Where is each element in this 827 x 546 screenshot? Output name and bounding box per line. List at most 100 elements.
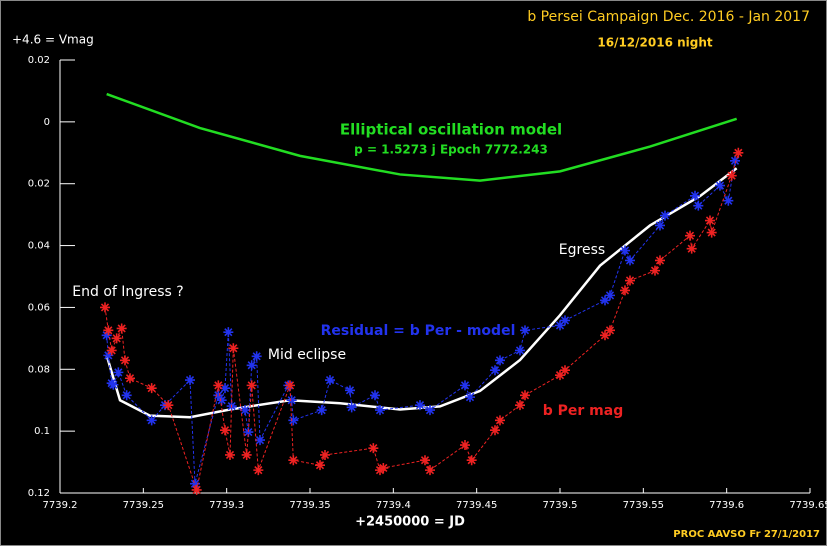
x-tick-label: 7739.35 xyxy=(289,500,330,511)
data-point xyxy=(113,367,124,378)
data-point xyxy=(655,255,665,266)
data-point xyxy=(125,373,135,384)
data-point xyxy=(425,465,435,476)
data-point xyxy=(625,255,635,266)
data-point xyxy=(103,325,114,336)
x-tick-label: 7739.6 xyxy=(709,500,744,511)
data-point xyxy=(693,200,704,211)
y-tick-label: 0.12 xyxy=(28,488,50,499)
data-point xyxy=(288,415,299,426)
data-point xyxy=(286,395,297,406)
data-point xyxy=(246,360,257,371)
data-point xyxy=(560,315,570,326)
data-point xyxy=(420,455,430,466)
y-tick-label: 0.08 xyxy=(28,364,50,375)
x-tick-label: 7739.2 xyxy=(43,500,78,511)
data-point xyxy=(515,400,525,411)
data-point xyxy=(213,380,224,391)
data-point xyxy=(146,383,157,394)
x-tick-label: 7739.4 xyxy=(376,500,411,511)
data-point xyxy=(220,383,230,394)
data-point xyxy=(560,365,570,376)
data-point xyxy=(378,462,389,473)
data-point xyxy=(163,400,174,411)
data-point xyxy=(191,484,202,495)
data-point xyxy=(520,390,530,401)
y-tick-label: 0 xyxy=(44,117,50,128)
data-point xyxy=(605,290,615,301)
data-point xyxy=(415,400,425,411)
data-point xyxy=(620,245,630,256)
y-axis-label: +4.6 = Vmag xyxy=(12,33,94,47)
data-point xyxy=(251,351,262,362)
data-point xyxy=(705,215,715,226)
annotation: End of Ingress ? xyxy=(72,284,183,300)
x-tick-label: 7739.45 xyxy=(456,500,497,511)
data-point xyxy=(600,330,610,341)
data-point xyxy=(121,390,132,401)
x-tick-label: 7739.3 xyxy=(209,500,244,511)
model-note: p = 1.5273 j Epoch 7772.243 xyxy=(354,143,548,157)
data-point xyxy=(185,375,195,386)
x-tick-label: 7739.65 xyxy=(789,500,827,511)
data-point xyxy=(190,478,200,489)
data-point xyxy=(685,230,695,241)
data-point xyxy=(625,275,635,286)
series-label: Residual = b Per - model xyxy=(321,323,516,339)
data-point xyxy=(103,350,114,361)
x-tick-label: 7739.55 xyxy=(623,500,664,511)
data-point xyxy=(315,460,325,471)
data-point xyxy=(686,243,697,254)
y-tick-label: 0.02 xyxy=(28,55,50,66)
data-point xyxy=(723,195,734,206)
data-point xyxy=(223,327,234,338)
data-point xyxy=(111,333,122,344)
data-point xyxy=(228,343,239,354)
data-point xyxy=(253,465,264,476)
data-point xyxy=(690,190,700,201)
model-curve xyxy=(106,92,738,182)
data-point xyxy=(466,455,477,466)
data-point xyxy=(220,425,230,436)
data-point xyxy=(370,390,380,401)
data-point xyxy=(106,345,117,356)
data-point xyxy=(225,449,235,460)
data-point xyxy=(465,392,475,403)
data-point xyxy=(320,449,330,460)
data-point xyxy=(706,227,717,238)
data-point xyxy=(375,465,385,476)
data-point xyxy=(316,405,327,416)
chart-subtitle: 16/12/2016 night xyxy=(597,36,713,50)
x-tick-label: 7739.25 xyxy=(123,500,164,511)
data-point xyxy=(495,415,505,426)
data-point xyxy=(246,380,257,391)
data-point xyxy=(368,443,379,454)
data-point xyxy=(120,355,130,366)
data-point xyxy=(490,365,500,376)
data-point xyxy=(325,375,335,386)
chart-title: b Persei Campaign Dec. 2016 - Jan 2017 xyxy=(527,9,810,25)
footer: PROC AAVSO Fr 27/1/2017 xyxy=(673,529,820,540)
y-tick-label: 0.02 xyxy=(28,179,50,190)
data-point xyxy=(241,449,252,460)
data-point xyxy=(555,320,565,331)
connecting-line xyxy=(106,160,736,484)
data-point xyxy=(255,435,265,446)
annotation: Egress xyxy=(559,242,605,258)
y-tick-label: 0.06 xyxy=(28,302,50,313)
x-axis-label: +2450000 = JD xyxy=(355,515,465,530)
data-point xyxy=(375,405,385,416)
data-point xyxy=(620,285,630,296)
data-point xyxy=(100,302,110,313)
data-point xyxy=(733,147,744,158)
annotation: Mid eclipse xyxy=(268,347,346,363)
data-point xyxy=(101,330,112,341)
data-point xyxy=(108,379,119,390)
data-point xyxy=(213,390,224,401)
data-point xyxy=(715,180,725,191)
data-point xyxy=(726,170,737,181)
data-point xyxy=(605,325,615,336)
series-label: b Per mag xyxy=(543,403,624,419)
